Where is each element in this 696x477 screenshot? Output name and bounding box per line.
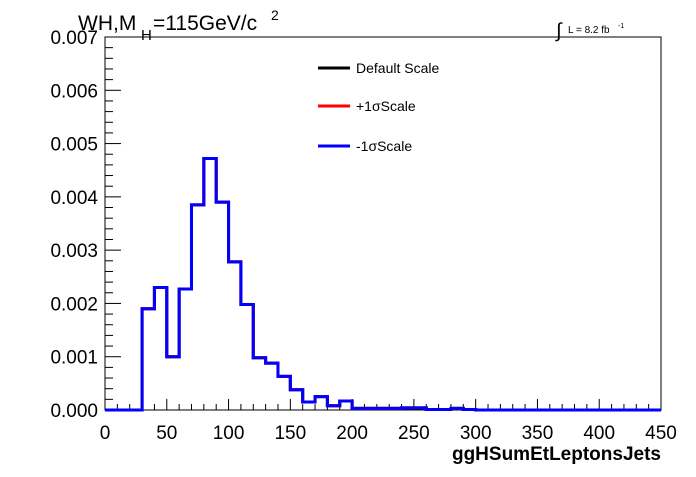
plot-frame — [104, 36, 662, 411]
chart-title-rest: =115GeV/c — [153, 12, 257, 35]
legend: Default Scale +1σScale -1σScale — [318, 60, 439, 154]
y-tick-label: 0.000 — [50, 401, 98, 422]
chart-title-superscript: 2 — [271, 7, 279, 23]
legend-label-plus1sigma: +1σScale — [356, 98, 416, 114]
lumi-integral-symbol: ∫ — [555, 20, 563, 42]
x-tick-label: 450 — [645, 423, 677, 444]
x-tick-label: 350 — [522, 423, 554, 444]
y-tick-label: 0.005 — [50, 135, 98, 156]
x-tick-label: 400 — [583, 423, 615, 444]
y-tick-label: 0.006 — [50, 81, 98, 102]
x-axis-title: ggHSumEtLeptonsJets — [452, 444, 661, 465]
x-tick-label: 100 — [213, 423, 245, 444]
x-tick-label: 200 — [336, 423, 368, 444]
axis-ticks: 0 50 100 150 200 250 300 350 400 450 0.000 0.001 0.0… — [50, 28, 676, 444]
x-tick-label: 0 — [100, 423, 111, 444]
y-tick-label: 0.003 — [50, 241, 98, 262]
x-tick-label: 300 — [460, 423, 492, 444]
x-tick-label: 150 — [274, 423, 306, 444]
histogram-line-minus1sigma-scale — [105, 156, 661, 412]
chart-title-main: WH,M — [78, 12, 136, 35]
chart-title-subscript: H — [141, 27, 152, 44]
y-tick-label: 0.007 — [50, 28, 98, 49]
y-tick-label: 0.002 — [50, 294, 98, 315]
histogram-series — [105, 156, 661, 412]
legend-label-minus1sigma: -1σScale — [356, 138, 412, 154]
y-tick-label: 0.001 — [50, 348, 98, 369]
lumi-label: L = 8.2 fb — [568, 25, 610, 36]
y-tick-label: 0.004 — [50, 188, 98, 209]
x-tick-label: 50 — [156, 423, 177, 444]
lumi-superscript: -1 — [618, 23, 624, 30]
legend-label-default: Default Scale — [356, 60, 439, 76]
x-tick-label: 250 — [398, 423, 430, 444]
